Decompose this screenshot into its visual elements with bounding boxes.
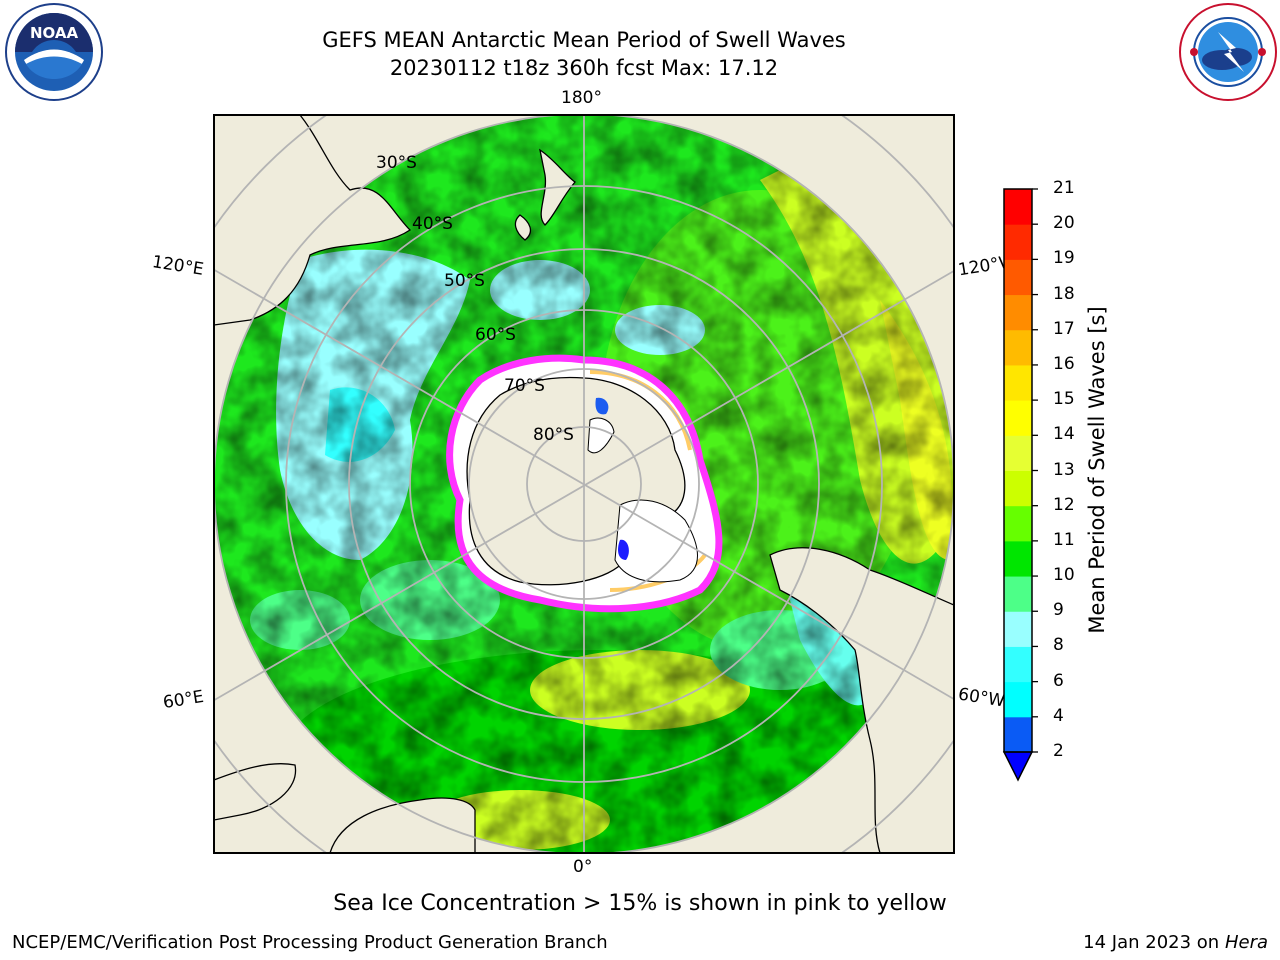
colorbar-tick-label: 9 xyxy=(1053,600,1064,621)
land-antarctica xyxy=(466,376,686,586)
nws-logo xyxy=(1179,3,1277,101)
colorbar-tick-label: 2 xyxy=(1053,741,1064,761)
map-frame xyxy=(213,114,955,854)
footer-machine: Hera xyxy=(1224,932,1268,953)
title-line-2: 20230112 t18z 360h fcst Max: 17.12 xyxy=(389,56,779,80)
footer-date: 14 Jan 2023 on xyxy=(1083,932,1225,953)
svg-text:NOAA: NOAA xyxy=(30,24,79,42)
colorbar-bin xyxy=(1004,189,1032,225)
colorbar-bin xyxy=(1004,716,1032,753)
colorbar-tick-label: 17 xyxy=(1053,318,1075,339)
colorbar-tick-label: 16 xyxy=(1053,353,1075,374)
colorbar-tick-label: 4 xyxy=(1053,705,1064,726)
colorbar-bin xyxy=(1004,329,1032,366)
colorbar-bin xyxy=(1004,505,1032,542)
colorbar-label: Mean Period of Swell Waves [s] xyxy=(1085,306,1109,634)
colorbar-under-arrow xyxy=(1002,751,1034,782)
colorbar-tick-label: 20 xyxy=(1053,213,1075,234)
colorbar-bin xyxy=(1004,646,1032,683)
colorbar-bin xyxy=(1004,364,1032,401)
colorbar-bin xyxy=(1004,576,1032,612)
latitude-label-80s: 80°S xyxy=(533,425,574,445)
footer-right: 14 Jan 2023 on Hera xyxy=(1083,932,1268,953)
colorbar-bin xyxy=(1004,224,1032,260)
colorbar-tick-label: 18 xyxy=(1053,283,1075,304)
colorbar xyxy=(1002,188,1038,782)
colorbar-tick-label: 15 xyxy=(1053,389,1075,410)
colorbar-bin xyxy=(1004,611,1032,647)
land-africa xyxy=(329,797,476,853)
latitude-label-60s: 60°S xyxy=(475,325,516,345)
latitude-label-50s: 50°S xyxy=(444,271,485,291)
colorbar-bin xyxy=(1004,294,1032,331)
colorbar-tick-label: 11 xyxy=(1053,529,1075,550)
latitude-label-30s: 30°S xyxy=(376,153,417,173)
footer-left: NCEP/EMC/Verification Post Processing Pr… xyxy=(12,932,608,953)
colorbar-bin xyxy=(1004,259,1032,296)
sea-ice-caption: Sea Ice Concentration > 15% is shown in … xyxy=(333,891,947,916)
colorbar-tick-label: 8 xyxy=(1053,635,1064,656)
noaa-logo: NOAA xyxy=(5,3,103,101)
colorbar-bin xyxy=(1004,681,1032,718)
graticule xyxy=(214,115,954,853)
colorbar-tick-label: 21 xyxy=(1053,178,1075,198)
colorbar-tick-label: 19 xyxy=(1053,248,1075,269)
land-south-america xyxy=(769,547,954,853)
colorbar-bin xyxy=(1004,540,1032,577)
latitude-label-70s: 70°S xyxy=(504,376,545,396)
latitude-label-40s: 40°S xyxy=(412,214,453,234)
meridian-label-top: 180° xyxy=(561,88,602,108)
colorbar-tick-label: 12 xyxy=(1053,494,1075,515)
colorbar-tick-label: 14 xyxy=(1053,424,1075,445)
colorbar-bin xyxy=(1004,470,1032,507)
title-line-1: GEFS MEAN Antarctic Mean Period of Swell… xyxy=(322,28,846,52)
colorbar-tick-label: 10 xyxy=(1053,565,1075,586)
colorbar-bin xyxy=(1004,400,1032,436)
meridian-label-bottom: 0° xyxy=(573,857,593,877)
colorbar-bin xyxy=(1004,435,1032,471)
colorbar-tick-label: 6 xyxy=(1053,670,1064,691)
colorbar-tick-label: 13 xyxy=(1053,459,1075,480)
